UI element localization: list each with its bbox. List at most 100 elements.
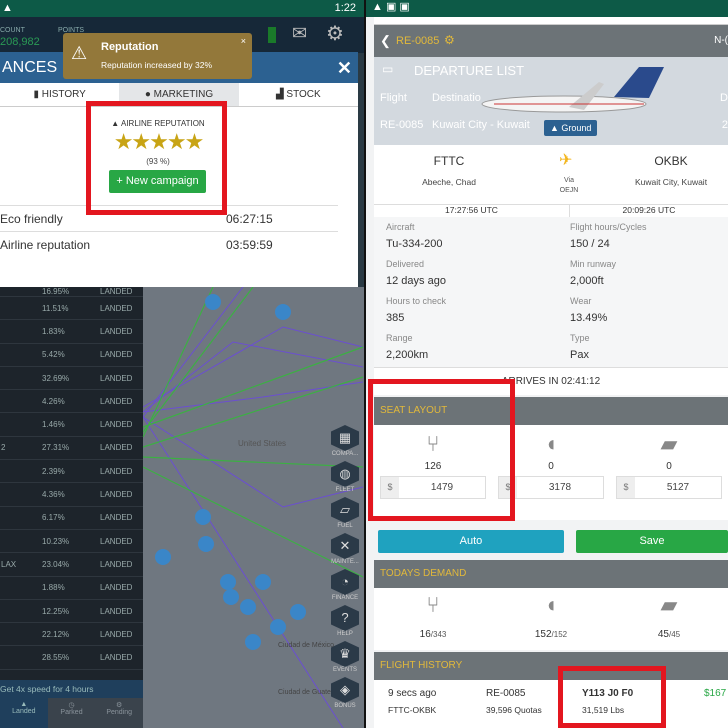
- flight-list-row[interactable]: 5.42% LANDED: [0, 344, 143, 367]
- side-menu-bonus[interactable]: ◈ BONUS: [328, 677, 362, 709]
- detail-value: 2,000ft: [570, 275, 604, 287]
- price-input[interactable]: $1479: [380, 476, 486, 499]
- detail-item: Wear 13.49%: [570, 296, 607, 324]
- row-percent: 2.39%: [42, 466, 65, 476]
- flight-list-row[interactable]: 16.95% LANDED: [0, 287, 143, 297]
- row-percent: 12.25%: [42, 606, 70, 616]
- row-percent: 28.55%: [42, 653, 70, 663]
- row-status: LANDED: [100, 559, 133, 569]
- seat-count: 126: [424, 461, 442, 472]
- menu-icon: ♛: [331, 641, 359, 667]
- left-screenshot: ▲ 1:22 COUNT 208,982 POINTS ✉ ⚙ ANCES ✕ ▮ …: [0, 0, 364, 728]
- history-row[interactable]: 9 secs ago FTTC-OKBK RE-0085 39,596 Quot…: [374, 680, 728, 728]
- nav-parked[interactable]: ◷ Parked: [60, 702, 83, 716]
- speed-banner[interactable]: Get 4x speed for 4 hours: [0, 680, 143, 698]
- row-status: LANDED: [100, 536, 133, 546]
- menu-label: MAINTE...: [331, 559, 359, 565]
- reputation-toast: ⚠ Reputation Reputation increased by 32%…: [63, 33, 252, 79]
- row-status: LANDED: [100, 513, 133, 523]
- menu-label: HELP: [337, 631, 353, 637]
- flight-list-row[interactable]: 32.69% LANDED: [0, 367, 143, 391]
- currency-label: $: [381, 477, 399, 498]
- flight-list-row[interactable]: 2 27.31% LANDED: [0, 437, 143, 461]
- nav-landed[interactable]: ▲ Landed: [0, 698, 48, 728]
- flight-list-row[interactable]: 6.17% LANDED: [0, 507, 143, 530]
- reputation-stars: ★★★★★: [113, 129, 205, 154]
- departure-time: 17:27:56 UTC: [374, 205, 570, 217]
- flight-list-row[interactable]: 10.23% LANDED: [0, 530, 143, 554]
- flight-list-row[interactable]: 11.51% LANDED: [0, 297, 143, 321]
- row-status: LANDED: [100, 443, 133, 453]
- row-percent: 1.88%: [42, 583, 65, 593]
- mail-icon[interactable]: ✉: [292, 23, 308, 43]
- times-row: 17:27:56 UTC 20:09:26 UTC: [374, 204, 728, 218]
- campaign-name: Airline reputation: [0, 238, 91, 252]
- nav-pending[interactable]: ⚙ Pending: [106, 702, 133, 716]
- side-menu-fleet[interactable]: ◍ FLEET: [328, 461, 362, 493]
- flight-list-row[interactable]: 28.55% LANDED: [0, 646, 143, 670]
- flight-number: RE-0085: [396, 35, 440, 47]
- side-menu-help[interactable]: ? HELP: [328, 605, 362, 637]
- map[interactable]: United States Ciudad de México Ciudad de…: [142, 286, 364, 728]
- price-value: 3178: [548, 482, 572, 493]
- history-revenue: $167: [704, 688, 727, 699]
- side-menu-fuel[interactable]: ▱ FUEL: [328, 497, 362, 529]
- aircraft-image: [481, 67, 664, 113]
- map-label: Ciudad de Guatemala: [278, 689, 347, 696]
- highlight-box: [558, 666, 666, 728]
- toast-close-button[interactable]: ×: [240, 36, 246, 46]
- gear-icon[interactable]: ⚙: [326, 23, 344, 45]
- flight-list-row[interactable]: LAX 23.04% LANDED: [0, 553, 143, 577]
- row-route: LAX: [1, 559, 17, 569]
- departure-icon: ▭: [382, 62, 394, 76]
- seat-count: 0: [548, 461, 554, 472]
- back-icon[interactable]: ❮: [380, 33, 391, 48]
- side-menu-events[interactable]: ♛ EVENTS: [328, 641, 362, 673]
- flight-list-row[interactable]: 1.88% LANDED: [0, 577, 143, 600]
- tab-label: HISTORY: [41, 89, 86, 100]
- flight-list-row[interactable]: 12.25% LANDED: [0, 600, 143, 624]
- points-label: POINTS: [58, 27, 85, 34]
- map-label: Ciudad de México: [278, 642, 335, 649]
- side-menu-compa[interactable]: ▦ COMPA...: [328, 425, 362, 457]
- tab-history[interactable]: ▮ HISTORY: [33, 89, 86, 100]
- row-status: LANDED: [100, 303, 133, 313]
- right-screenshot: ▲ ▣ ▣ ❮ RE-0085 ⚙ N-( ▭ DEPARTURE LIST F…: [366, 0, 728, 728]
- toast-message: Reputation increased by 32%: [101, 60, 213, 70]
- seat-class: ▰ 0 $5127: [610, 431, 728, 499]
- side-menu-finance[interactable]: ◔ FINANCE: [328, 569, 362, 601]
- save-button[interactable]: Save: [576, 530, 728, 553]
- detail-value: 385: [386, 312, 405, 324]
- flight-list-row[interactable]: 4.36% LANDED: [0, 483, 143, 507]
- campaign-time: 06:27:15: [226, 212, 273, 226]
- price-input[interactable]: $5127: [616, 476, 722, 499]
- detail-item: Min runway 2,000ft: [570, 259, 616, 287]
- demand-total: /343: [430, 630, 447, 639]
- gear-icon[interactable]: ⚙: [444, 33, 455, 47]
- row-status: LANDED: [100, 629, 133, 639]
- row-percent: 1.46%: [42, 420, 65, 430]
- row-percent: 16.95%: [42, 287, 70, 296]
- tab-stock[interactable]: ▟ STOCK: [275, 89, 321, 100]
- row-status: LANDED: [100, 326, 133, 336]
- row-status: LANDED: [100, 287, 133, 296]
- menu-icon: ▦: [331, 425, 359, 451]
- demand-item: ▰ 45/45: [610, 592, 728, 640]
- history-quotas: 39,596 Quotas: [486, 705, 542, 715]
- menu-icon: ◔: [331, 569, 359, 595]
- nav-label: Landed: [12, 708, 36, 715]
- flight-list-row[interactable]: 1.83% LANDED: [0, 320, 143, 344]
- side-menu-mainte[interactable]: ✕ MAINTE...: [328, 533, 362, 565]
- tab-marketing[interactable]: ● MARKETING: [119, 83, 239, 106]
- menu-icon: ?: [331, 605, 359, 631]
- detail-value: 13.49%: [570, 312, 608, 324]
- flight-list-row[interactable]: 22.12% LANDED: [0, 623, 143, 647]
- new-campaign-button[interactable]: + New campaign: [109, 170, 206, 193]
- flight-list-row[interactable]: 1.46% LANDED: [0, 413, 143, 437]
- route-card: FTTC Abeche, Chad ✈ Via OEJN OKBK Kuwait…: [374, 145, 728, 218]
- auto-button[interactable]: Auto: [378, 530, 564, 553]
- flight-list-row[interactable]: 2.39% LANDED: [0, 460, 143, 484]
- flight-list-row[interactable]: 4.26% LANDED: [0, 390, 143, 414]
- destination-city: Kuwait City, Kuwait: [634, 177, 708, 187]
- close-button[interactable]: ✕: [336, 58, 352, 78]
